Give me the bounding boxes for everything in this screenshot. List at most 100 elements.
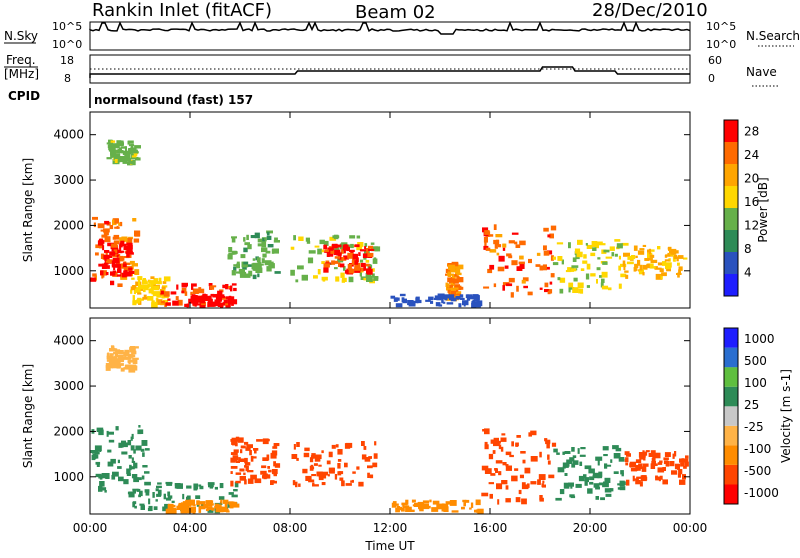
range-cell-1-3-48 — [244, 479, 247, 485]
range-cell-1-3-61 — [244, 465, 247, 468]
range-cell-1-4-0 — [321, 482, 326, 486]
range-cell-1-4-36 — [339, 477, 344, 481]
range-cell-1-7-36 — [569, 494, 575, 498]
range-cell-0-12-33 — [678, 269, 681, 274]
range-cell-1-8-38 — [651, 461, 656, 465]
range-cell-0-0-4 — [95, 252, 99, 256]
range-cell-1-2-12 — [165, 508, 171, 514]
nsky-tick-low: 10^0 — [52, 38, 82, 51]
range-cell-0-13-60 — [435, 302, 441, 307]
range-cell-1-9-15 — [475, 509, 480, 513]
range-cell-1-7-27 — [615, 447, 622, 452]
range-cell-1-0-21 — [129, 466, 135, 470]
range-cell-0-11-62 — [618, 265, 621, 271]
range-cell-0-10-41 — [546, 266, 550, 270]
range-cell-0-1-35 — [98, 263, 105, 267]
range-cell-1-9-33 — [392, 501, 397, 505]
range-cell-0-11-58 — [611, 252, 615, 257]
range-cell-0-0-16 — [112, 219, 117, 226]
range-cell-0-6-59 — [348, 276, 354, 283]
range-cell-0-11-55 — [586, 285, 590, 288]
range-cell-0-5-0 — [244, 273, 251, 278]
range-cell-1-1-65 — [186, 495, 191, 501]
range-cell-0-10-0 — [484, 242, 487, 247]
range-cell-1-4-29 — [345, 483, 352, 486]
range-cell-1-8-44 — [662, 479, 668, 485]
range-cell-0-1-68 — [127, 244, 133, 249]
range-cell-0-10-42 — [495, 234, 503, 238]
range-cell-0-8-42 — [108, 146, 114, 151]
range-cell-1-9-66 — [410, 509, 415, 512]
range-cell-0-10-49 — [496, 252, 500, 256]
range-cell-0-8-67 — [114, 159, 118, 163]
range-cell-1-1-60 — [233, 489, 238, 492]
range-cell-1-7-30 — [589, 481, 594, 485]
range-cell-0-6-65 — [332, 235, 340, 239]
range-cell-0-6-44 — [313, 275, 318, 279]
range-cell-0-4-35 — [195, 303, 202, 306]
range-cell-1-0-58 — [110, 458, 116, 464]
range-cell-0-5-49 — [243, 261, 248, 265]
range-cell-0-1-50 — [126, 251, 130, 258]
velocity-y-axis-label: Slant Range [km] — [21, 364, 35, 468]
range-cell-0-13-14 — [460, 297, 465, 300]
range-cell-0-11-44 — [568, 242, 571, 249]
range-cell-1-6-19 — [488, 453, 494, 460]
range-cell-0-11-7 — [580, 288, 584, 294]
range-cell-1-0-61 — [136, 477, 142, 481]
range-cell-1-4-49 — [341, 480, 345, 487]
range-cell-1-2-62 — [222, 507, 227, 510]
range-cell-0-10-3 — [549, 233, 554, 239]
range-cell-0-6-40 — [371, 246, 378, 252]
range-cell-1-6-0 — [530, 481, 537, 485]
range-cell-0-0-37 — [113, 234, 120, 240]
range-cell-0-12-51 — [633, 245, 638, 251]
range-cell-1-2-48 — [232, 501, 237, 508]
range-cell-1-5-38 — [124, 349, 129, 353]
range-cell-0-13-53 — [399, 293, 406, 297]
range-cell-0-5-36 — [267, 244, 274, 248]
range-cell-0-2-66 — [161, 286, 166, 290]
range-cell-0-12-45 — [637, 259, 641, 266]
range-cell-0-2-8 — [131, 277, 135, 280]
range-cell-1-8-60 — [655, 476, 661, 481]
range-cell-0-4-36 — [197, 297, 204, 303]
range-cell-1-6-8 — [520, 451, 526, 454]
range-cell-1-8-48 — [648, 453, 653, 457]
range-cell-1-7-51 — [613, 471, 619, 474]
range-cell-0-10-67 — [487, 268, 493, 274]
range-cell-1-6-51 — [522, 459, 526, 464]
range-cell-0-3-39 — [176, 284, 179, 290]
range-cell-0-11-28 — [552, 256, 556, 260]
range-cell-1-2-30 — [176, 505, 184, 510]
range-cell-0-12-10 — [642, 264, 648, 270]
range-cell-0-1-13 — [118, 255, 124, 262]
range-cell-0-3-16 — [167, 298, 171, 301]
range-cell-1-3-44 — [250, 474, 257, 480]
range-cell-1-7-28 — [555, 497, 562, 501]
range-cell-0-7-56 — [347, 263, 352, 270]
range-cell-0-6-24 — [305, 237, 310, 242]
range-cell-0-2-38 — [138, 279, 141, 285]
range-cell-0-12-62 — [670, 248, 677, 255]
range-cell-1-8-65 — [643, 457, 646, 461]
range-cell-1-6-21 — [498, 471, 502, 476]
range-cell-1-9-26 — [445, 501, 452, 505]
range-cell-0-6-32 — [295, 279, 299, 283]
power-colorbar-tick-1: 8 — [744, 242, 752, 256]
range-cell-0-12-49 — [678, 266, 683, 271]
velocity-colorbar-segment-5 — [724, 386, 738, 407]
range-cell-0-6-26 — [321, 261, 325, 264]
range-cell-1-1-18 — [132, 501, 135, 508]
range-cell-0-10-18 — [547, 234, 551, 238]
range-cell-1-0-33 — [133, 462, 138, 469]
range-cell-1-3-15 — [231, 437, 239, 442]
range-cell-1-5-21 — [120, 363, 124, 366]
range-cell-1-0-35 — [107, 431, 114, 435]
range-cell-1-8-0 — [674, 451, 677, 457]
range-cell-0-5-52 — [232, 250, 238, 254]
range-cell-0-1-55 — [119, 242, 123, 248]
range-cell-1-8-57 — [665, 461, 670, 467]
velocity-colorbar-tick-6: -500 — [744, 464, 771, 478]
range-cell-1-6-30 — [519, 474, 524, 479]
